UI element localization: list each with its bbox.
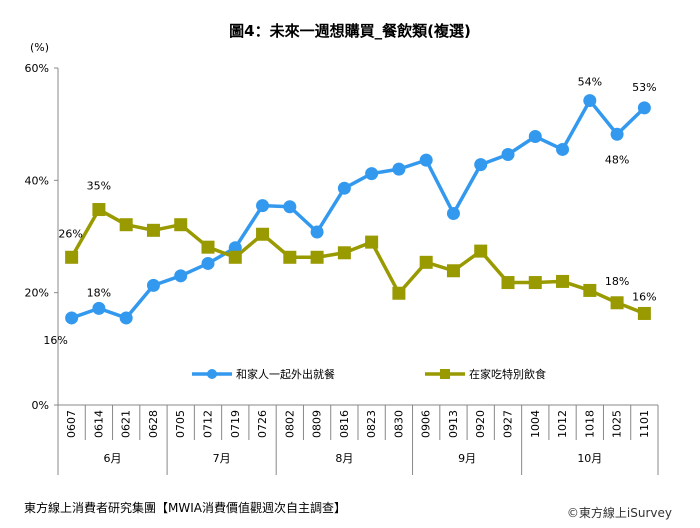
data-point — [92, 203, 106, 217]
data-point — [256, 199, 270, 213]
data-label: 53% — [632, 81, 656, 94]
data-point — [283, 200, 297, 214]
data-point — [474, 244, 488, 258]
series-markers — [65, 94, 651, 325]
data-point — [146, 278, 160, 292]
data-label: 18% — [605, 275, 629, 288]
x-tick-label: 1018 — [583, 410, 596, 438]
month-label: 9月 — [458, 452, 476, 465]
chart-legend: 和家人一起外出就餐 在家吃特別飲食 — [192, 367, 546, 381]
y-tick-label: 0% — [32, 399, 49, 412]
x-tick-label: 1025 — [611, 410, 624, 438]
data-point — [501, 147, 515, 161]
series-line-1 — [71, 98, 646, 320]
data-label: 35% — [87, 180, 111, 193]
data-point — [283, 250, 297, 264]
data-label: 48% — [605, 153, 629, 166]
data-point — [474, 158, 488, 172]
data-point — [310, 250, 324, 264]
y-tick-label: 20% — [25, 287, 49, 300]
data-point — [610, 296, 624, 310]
data-point — [201, 240, 215, 254]
data-point — [392, 286, 406, 300]
x-tick-label: 0628 — [147, 410, 160, 438]
data-point — [119, 218, 133, 232]
x-tick-label: 1101 — [638, 410, 651, 438]
data-point — [528, 130, 542, 144]
month-label: 7月 — [213, 452, 231, 465]
legend-label: 在家吃特別飲食 — [469, 367, 546, 381]
data-point — [446, 206, 460, 220]
data-label: 26% — [58, 227, 82, 240]
data-point — [365, 235, 379, 249]
data-point — [637, 306, 651, 320]
x-tick-label: 0809 — [311, 410, 324, 438]
data-point — [146, 223, 160, 237]
data-point — [583, 94, 597, 108]
x-tick-label: 0830 — [392, 410, 405, 438]
data-label: 16% — [43, 334, 67, 347]
data-point — [256, 227, 270, 241]
chart-axes: 0% 20% 40% 60% 0607 0614 0621 0628 0705 0712 0719 0… — [25, 62, 659, 475]
x-tick-label: 0726 — [256, 410, 269, 438]
data-point — [92, 301, 106, 315]
data-label: 18% — [87, 286, 111, 299]
data-point — [446, 264, 460, 278]
data-labels: 16%18%54%48%53%26%35%18%16% — [43, 76, 656, 347]
data-point — [419, 255, 433, 269]
legend-label: 和家人一起外出就餐 — [236, 367, 335, 381]
x-tick-label: 0607 — [65, 410, 78, 438]
data-point — [337, 181, 351, 195]
data-label: 16% — [632, 290, 656, 303]
x-tick-label: 0913 — [447, 410, 460, 438]
y-tick-label: 60% — [25, 62, 49, 75]
data-point — [501, 276, 515, 290]
y-axis-unit: (%) — [30, 41, 50, 54]
x-tick-label: 0614 — [92, 410, 105, 438]
data-point — [556, 274, 570, 288]
x-tick-label: 0920 — [474, 410, 487, 438]
x-tick-label: 0802 — [283, 410, 296, 438]
data-point — [637, 101, 651, 115]
data-point — [174, 218, 188, 232]
x-tick-label: 0712 — [202, 410, 215, 438]
month-label: 8月 — [335, 452, 353, 465]
data-point — [174, 269, 188, 283]
data-point — [119, 311, 133, 325]
data-point — [201, 256, 215, 270]
x-tick-label: 0823 — [365, 410, 378, 438]
month-label: 6月 — [104, 452, 122, 465]
source-note: 東方線上消費者研究集團【MWIA消費價值觀週次自主調查】 — [24, 501, 346, 515]
data-point — [310, 225, 324, 239]
x-tick-label: 1004 — [529, 410, 542, 438]
x-tick-label: 0719 — [229, 410, 242, 438]
data-point — [337, 246, 351, 260]
data-point — [228, 250, 242, 264]
series-lines — [70, 98, 646, 320]
data-point — [65, 311, 79, 325]
y-tick-label: 40% — [25, 174, 49, 187]
data-point — [583, 283, 597, 297]
chart-title: 圖4：未來一週想購買_餐飲類(複選) — [229, 22, 471, 40]
x-tick-label: 0927 — [502, 410, 515, 438]
x-tick-label: 0705 — [174, 410, 187, 438]
month-label: 10月 — [577, 452, 602, 465]
x-tick-label: 0816 — [338, 410, 351, 438]
data-point — [528, 276, 542, 290]
legend-marker — [207, 369, 217, 379]
series-line-2 — [70, 207, 646, 316]
x-tick-label: 1012 — [556, 410, 569, 438]
data-point — [65, 250, 79, 264]
data-label: 54% — [578, 76, 602, 89]
data-point — [419, 153, 433, 167]
x-tick-label: 0906 — [420, 410, 433, 438]
x-tick-label: 0621 — [120, 410, 133, 438]
legend-marker — [440, 369, 450, 379]
data-point — [392, 162, 406, 176]
data-point — [365, 167, 379, 181]
copyright-note: ©東方線上iSurvey — [566, 506, 672, 520]
data-point — [556, 142, 570, 156]
data-point — [610, 127, 624, 141]
